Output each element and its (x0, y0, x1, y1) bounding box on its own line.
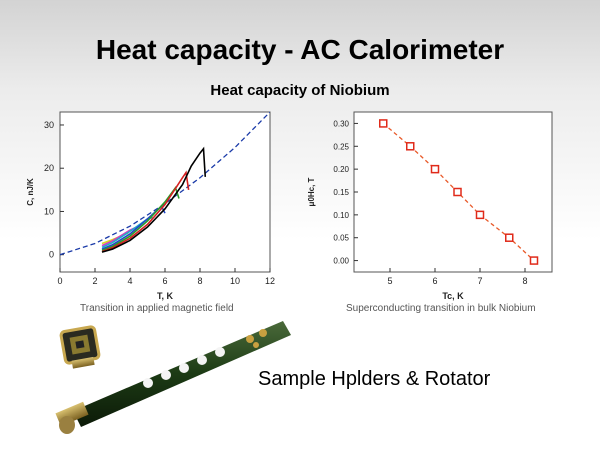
x-tick-label: 8 (197, 276, 202, 286)
y-tick-label: 0.10 (333, 211, 349, 220)
x-tick-label: 7 (477, 276, 482, 286)
y-tick-label: 30 (44, 120, 54, 130)
left-chart-caption: Transition in applied magnetic field (80, 303, 234, 314)
x-axis-label: Tc, K (442, 291, 464, 301)
right-chart-panel: 5 6 7 8 0.00 0.05 0.10 0.15 0.20 0.25 0.30 Tc, K μ0H… (300, 108, 560, 330)
critical-field-chart: 5 6 7 8 0.00 0.05 0.10 0.15 0.20 0.25 0.30 Tc, K μ0H… (307, 111, 553, 301)
x-tick-label: 5 (387, 276, 392, 286)
y-axis-label: μ0Hc, T (307, 177, 316, 206)
series-line-1 (101, 170, 190, 253)
sample-holder-photo (55, 321, 291, 434)
left-chart-panel: 0 2 4 6 8 10 12 0 10 20 30 T, K C, nJ/K (20, 108, 290, 330)
y-tick-label: 0.00 (333, 257, 349, 266)
slide-title: Heat capacity - AC Calorimeter (95, 34, 505, 65)
heat-capacity-chart: 0 2 4 6 8 10 12 0 10 20 30 T, K C, nJ/K (26, 111, 275, 301)
plot-frame (59, 111, 271, 273)
y-tick-label: 0.15 (333, 188, 349, 197)
slide-subtitle: Heat capacity of Niobium (210, 82, 390, 99)
x-tick-label: 4 (127, 276, 132, 286)
y-tick-label: 0.25 (333, 142, 349, 151)
data-point (475, 210, 485, 220)
y-tick-label: 10 (44, 206, 54, 216)
sample-holder-label: Sample Hplders & Rotator (258, 368, 491, 390)
y-axis-label: C, nJ/K (26, 178, 35, 206)
x-tick-label: 8 (522, 276, 527, 286)
sample-rod-icon (55, 321, 291, 434)
y-tick-label: 20 (44, 163, 54, 173)
right-chart-caption: Superconducting transition in bulk Niobi… (346, 303, 536, 314)
x-tick-label: 6 (432, 276, 437, 286)
data-point (430, 164, 440, 174)
normal-state-line (60, 112, 270, 256)
series-line-0 (101, 146, 207, 253)
plot-frame (353, 111, 553, 273)
data-point (505, 233, 514, 242)
data-point (529, 256, 539, 265)
y-tick-label: 0 (49, 250, 54, 260)
data-point (406, 142, 415, 151)
y-tick-label: 0.20 (333, 165, 349, 174)
y-tick-label: 0.30 (333, 119, 349, 128)
x-tick-label: 6 (162, 276, 167, 286)
x-axis-label: T, K (157, 291, 174, 301)
x-tick-label: 10 (230, 276, 240, 286)
x-tick-label: 12 (265, 276, 275, 286)
x-tick-label: 0 (57, 276, 62, 286)
data-point (379, 119, 388, 128)
x-tick-label: 2 (92, 276, 97, 286)
y-tick-label: 0.05 (333, 234, 349, 243)
sample-chip-icon (59, 325, 101, 369)
data-point (453, 187, 462, 197)
